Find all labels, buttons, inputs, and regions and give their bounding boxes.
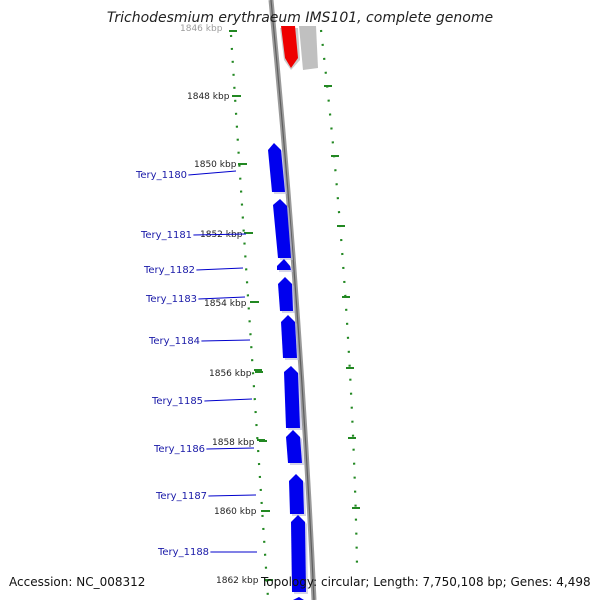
gene-leader-line bbox=[201, 339, 251, 342]
gene-arrow bbox=[284, 366, 300, 428]
feature-gray bbox=[299, 26, 318, 70]
gene-arrow bbox=[273, 199, 291, 258]
gene-leader-line bbox=[193, 233, 247, 236]
gene-arrow bbox=[293, 597, 304, 600]
gene-arrow bbox=[291, 515, 306, 592]
gene-arrow bbox=[268, 143, 285, 192]
gc-skew-inner bbox=[229, 34, 270, 599]
feature-red bbox=[281, 26, 298, 68]
tick-label: 1846 kbp bbox=[180, 24, 223, 34]
tick-track: 1846 kbp 1848 kbp 1850 kbp 1852 kbp 1854 kbp… bbox=[180, 24, 273, 586]
gene-arrow bbox=[281, 315, 297, 358]
gene-leader-line bbox=[198, 296, 246, 300]
accession-label: Accession: NC_008312 bbox=[9, 575, 145, 589]
gene-label: Tery_1185 bbox=[151, 396, 203, 407]
gene-leader-line bbox=[204, 398, 253, 402]
gene-label: Tery_1181 bbox=[140, 230, 192, 241]
gc-skew-outer bbox=[319, 29, 359, 566]
topology-label: Topology: circular; Length: 7,750,108 bp… bbox=[260, 575, 591, 589]
gene-arrow bbox=[286, 430, 302, 463]
gene-label: Tery_1183 bbox=[145, 294, 197, 305]
gene-arrow bbox=[289, 474, 304, 514]
tick-label: 1848 kbp bbox=[187, 92, 230, 102]
tick-label: 1854 kbp bbox=[204, 299, 247, 309]
gene-label: Tery_1186 bbox=[153, 444, 205, 455]
gene-leader-line bbox=[196, 267, 244, 271]
map-title: Trichodesmium erythraeum IMS101, complet… bbox=[107, 10, 493, 26]
tick-label: 1862 kbp bbox=[216, 576, 259, 586]
tick-label: 1850 kbp bbox=[194, 160, 237, 170]
tick-label: 1858 kbp bbox=[212, 438, 255, 448]
genome-backbone-core bbox=[270, 0, 315, 600]
upper-features bbox=[280, 26, 318, 70]
gc-skew-track bbox=[229, 29, 360, 599]
gene-label: Tery_1184 bbox=[148, 336, 200, 347]
gene-leader-line bbox=[206, 447, 255, 450]
tick-label: 1852 kbp bbox=[200, 230, 243, 240]
gene-label: Tery_1188 bbox=[157, 547, 209, 558]
gene-arrow bbox=[277, 259, 291, 270]
gene-label-track: Tery_1180 Tery_1181 Tery_1182 Tery_1183 Tery… bbox=[135, 170, 257, 558]
gene-leader-line bbox=[188, 170, 237, 176]
gene-label: Tery_1187 bbox=[155, 491, 207, 502]
gene-track bbox=[268, 143, 308, 600]
gene-leader-line bbox=[208, 494, 257, 497]
tick-label: 1856 kbp bbox=[209, 369, 252, 379]
tick-label: 1860 kbp bbox=[214, 507, 257, 517]
gene-label: Tery_1182 bbox=[143, 265, 195, 276]
gene-arrow bbox=[278, 277, 293, 311]
backbone-track bbox=[268, 0, 317, 600]
gene-label: Tery_1180 bbox=[135, 170, 187, 181]
